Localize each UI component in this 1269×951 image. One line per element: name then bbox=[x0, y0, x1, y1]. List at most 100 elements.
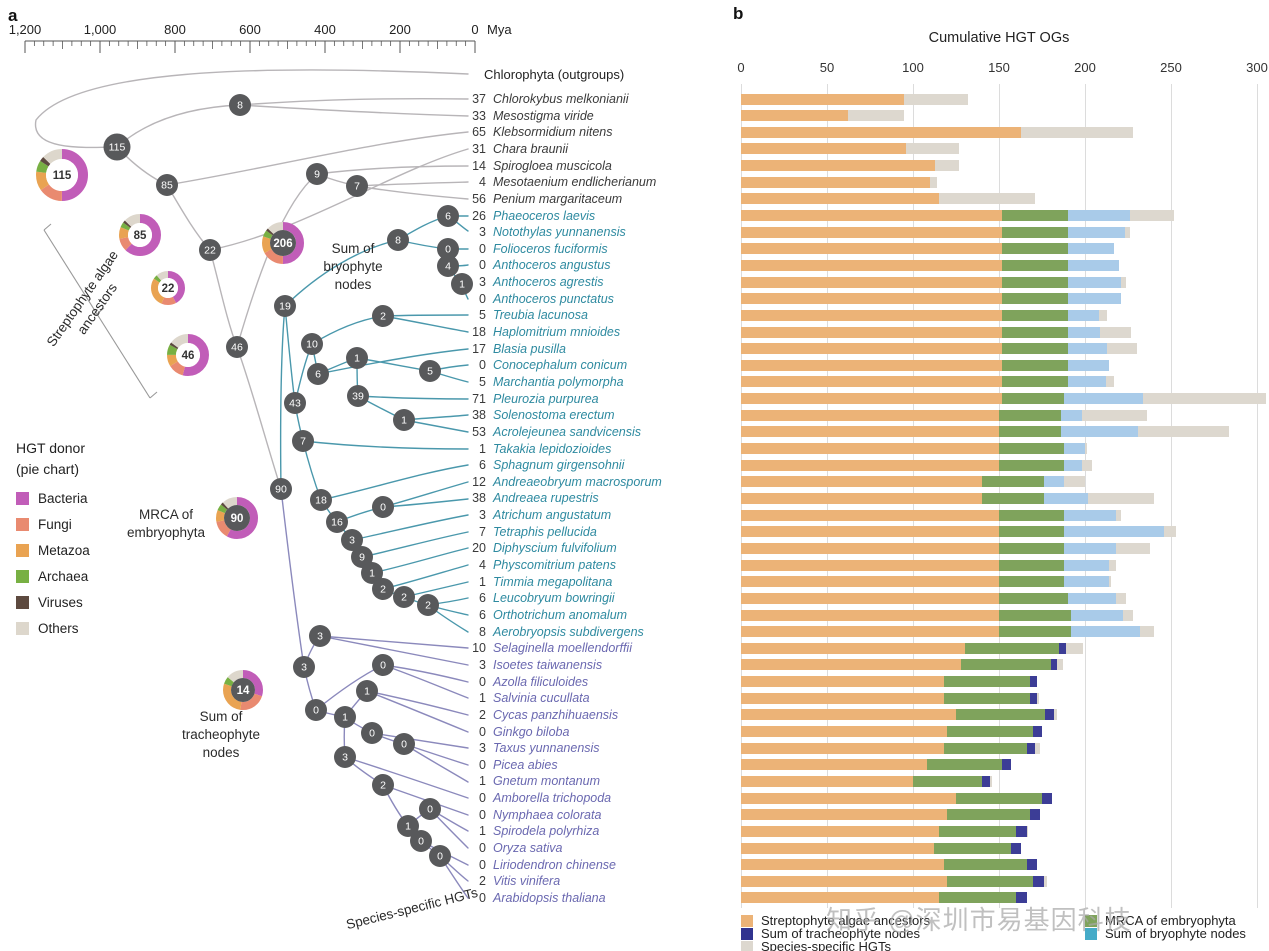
species-hgt-count: 3 bbox=[479, 275, 486, 290]
bar-segment-mrca-of-embryophyta bbox=[981, 492, 1044, 504]
hgt-bar bbox=[741, 409, 1147, 421]
species-name: Folioceros fuciformis bbox=[493, 241, 608, 256]
metazoa-swatch bbox=[16, 544, 29, 557]
bar-segment-mrca-of-embryophyta bbox=[947, 875, 1034, 887]
bar-segment-streptophyte-algae-ancestors bbox=[741, 110, 848, 122]
hgt-pie: 46 bbox=[167, 334, 209, 376]
tree-node: 1 bbox=[361, 562, 383, 584]
hgt-bar bbox=[741, 842, 1022, 854]
species-hgt-count: 53 bbox=[472, 424, 486, 439]
bar-segment-streptophyte-algae-ancestors bbox=[741, 426, 999, 438]
species-name: Physcomitrium patens bbox=[493, 558, 616, 573]
species-name: Picea abies bbox=[493, 757, 558, 772]
hgt-bar bbox=[741, 492, 1154, 504]
bar-segment-streptophyte-algae-ancestors bbox=[741, 160, 936, 172]
x-axis-tick-label: 300 bbox=[1246, 60, 1268, 75]
bar-segment-streptophyte-algae-ancestors bbox=[741, 509, 999, 521]
species-row: 14 Spirogloea muscicola bbox=[438, 158, 612, 174]
bar-segment-sum-of-bryophyte-nodes bbox=[1064, 443, 1085, 455]
species-row: 1 Spirodela polyrhiza bbox=[438, 823, 599, 839]
species-name: Conocephalum conicum bbox=[493, 358, 628, 373]
tree-node-value: 8 bbox=[237, 100, 243, 112]
bar-segment-streptophyte-algae-ancestors bbox=[741, 293, 1003, 305]
bar-segment-sum-of-tracheophyte-nodes bbox=[1050, 659, 1058, 671]
bar-segment-mrca-of-embryophyta bbox=[943, 692, 1030, 704]
species-name: Anthoceros angustus bbox=[493, 258, 611, 273]
species-hgt-count: 4 bbox=[479, 175, 486, 190]
species-name: Tetraphis pellucida bbox=[493, 524, 597, 539]
bar-segment-mrca-of-embryophyta bbox=[999, 626, 1072, 638]
x-axis-tick-label: 250 bbox=[1160, 60, 1182, 75]
bacteria-swatch bbox=[16, 492, 29, 505]
bar-segment-species-specific-hgts bbox=[1084, 443, 1087, 455]
chart-legend-label: Sum of bryophyte nodes bbox=[1105, 926, 1246, 941]
species-name: Treubia lacunosa bbox=[493, 308, 588, 323]
tree-node: 39 bbox=[347, 385, 369, 407]
hgt-bar bbox=[741, 459, 1092, 471]
tree-node: 1 bbox=[451, 273, 473, 295]
bar-segment-species-specific-hgts bbox=[1036, 692, 1039, 704]
species-row: 2 Vitis vinifera bbox=[438, 873, 560, 889]
species-row: 8 Aerobryopsis subdivergens bbox=[438, 624, 644, 640]
bar-segment-streptophyte-algae-ancestors bbox=[741, 892, 939, 904]
bar-segment-streptophyte-algae-ancestors bbox=[741, 792, 956, 804]
species-name: Spirodela polyrhiza bbox=[493, 824, 600, 839]
species-row: 3 Notothylas yunnanensis bbox=[438, 224, 626, 240]
gridline bbox=[1171, 84, 1172, 908]
species-hgt-count: 18 bbox=[472, 325, 486, 340]
hgt-bar bbox=[741, 576, 1111, 588]
bar-segment-sum-of-tracheophyte-nodes bbox=[1016, 825, 1027, 837]
bar-segment-sum-of-bryophyte-nodes bbox=[1067, 326, 1101, 338]
tree-node: 0 bbox=[393, 733, 415, 755]
tree-node: 0 bbox=[429, 845, 451, 867]
bar-segment-streptophyte-algae-ancestors bbox=[741, 459, 999, 471]
hgt-bar bbox=[741, 359, 1110, 371]
bar-segment-species-specific-hgts bbox=[938, 193, 1036, 205]
bar-segment-streptophyte-algae-ancestors bbox=[741, 259, 1003, 271]
tree-node-value: 1 bbox=[459, 279, 465, 291]
species-hgt-count: 1 bbox=[479, 441, 486, 456]
chart-legend-swatch bbox=[741, 914, 753, 927]
bar-segment-sum-of-tracheophyte-nodes bbox=[1042, 792, 1053, 804]
species-name: Solenostoma erectum bbox=[493, 408, 615, 423]
time-axis-tick-label: 600 bbox=[239, 22, 261, 37]
donor-legend-item: Fungi bbox=[16, 517, 90, 532]
bar-segment-sum-of-bryophyte-nodes bbox=[1067, 592, 1116, 604]
bar-segment-sum-of-bryophyte-nodes bbox=[1064, 509, 1116, 521]
bar-segment-mrca-of-embryophyta bbox=[1002, 326, 1068, 338]
species-row: 20 Diphyscium fulvifolium bbox=[438, 540, 617, 556]
bar-segment-sum-of-tracheophyte-nodes bbox=[1026, 859, 1037, 871]
chart-legend-label: Species-specific HGTs bbox=[761, 939, 892, 951]
species-row: 0 Folioceros fuciformis bbox=[438, 241, 608, 257]
pie-value: 85 bbox=[134, 230, 147, 242]
tree-node: 5 bbox=[419, 360, 441, 382]
species-row: 1 Takakia lepidozioides bbox=[438, 441, 611, 457]
gridline bbox=[1257, 84, 1258, 908]
bar-segment-sum-of-tracheophyte-nodes bbox=[1033, 726, 1042, 738]
tree-node-value: 3 bbox=[301, 662, 307, 674]
pie-slice-others bbox=[262, 222, 304, 264]
species-row: 33 Mesostigma viride bbox=[438, 108, 594, 124]
bar-segment-mrca-of-embryophyta bbox=[999, 409, 1061, 421]
hgt-bar bbox=[741, 825, 1029, 837]
bar-segment-streptophyte-algae-ancestors bbox=[741, 359, 1003, 371]
tree-node: 8 bbox=[229, 94, 251, 116]
hgt-bar bbox=[741, 759, 1012, 771]
species-row: 0 Amborella trichopoda bbox=[438, 790, 611, 806]
species-row: 38 Andreaea rupestris bbox=[438, 490, 599, 506]
species-hgt-count: 6 bbox=[479, 608, 486, 623]
tree-node: 1 bbox=[393, 409, 415, 431]
tree-node: 3 bbox=[341, 529, 363, 551]
bar-segment-mrca-of-embryophyta bbox=[926, 759, 1003, 771]
tree-node: 1 bbox=[334, 706, 356, 728]
bar-segment-mrca-of-embryophyta bbox=[943, 742, 1027, 754]
tree-node-value: 1 bbox=[342, 712, 348, 724]
bar-segment-species-specific-hgts bbox=[1115, 542, 1151, 554]
species-row: 3 Isoetes taiwanensis bbox=[438, 657, 602, 673]
bar-segment-mrca-of-embryophyta bbox=[999, 592, 1068, 604]
tree-node: 18 bbox=[310, 489, 332, 511]
bar-segment-sum-of-tracheophyte-nodes bbox=[1011, 842, 1022, 854]
hgt-bar bbox=[741, 692, 1039, 704]
bar-segment-species-specific-hgts bbox=[1035, 742, 1041, 754]
bar-segment-streptophyte-algae-ancestors bbox=[741, 443, 999, 455]
